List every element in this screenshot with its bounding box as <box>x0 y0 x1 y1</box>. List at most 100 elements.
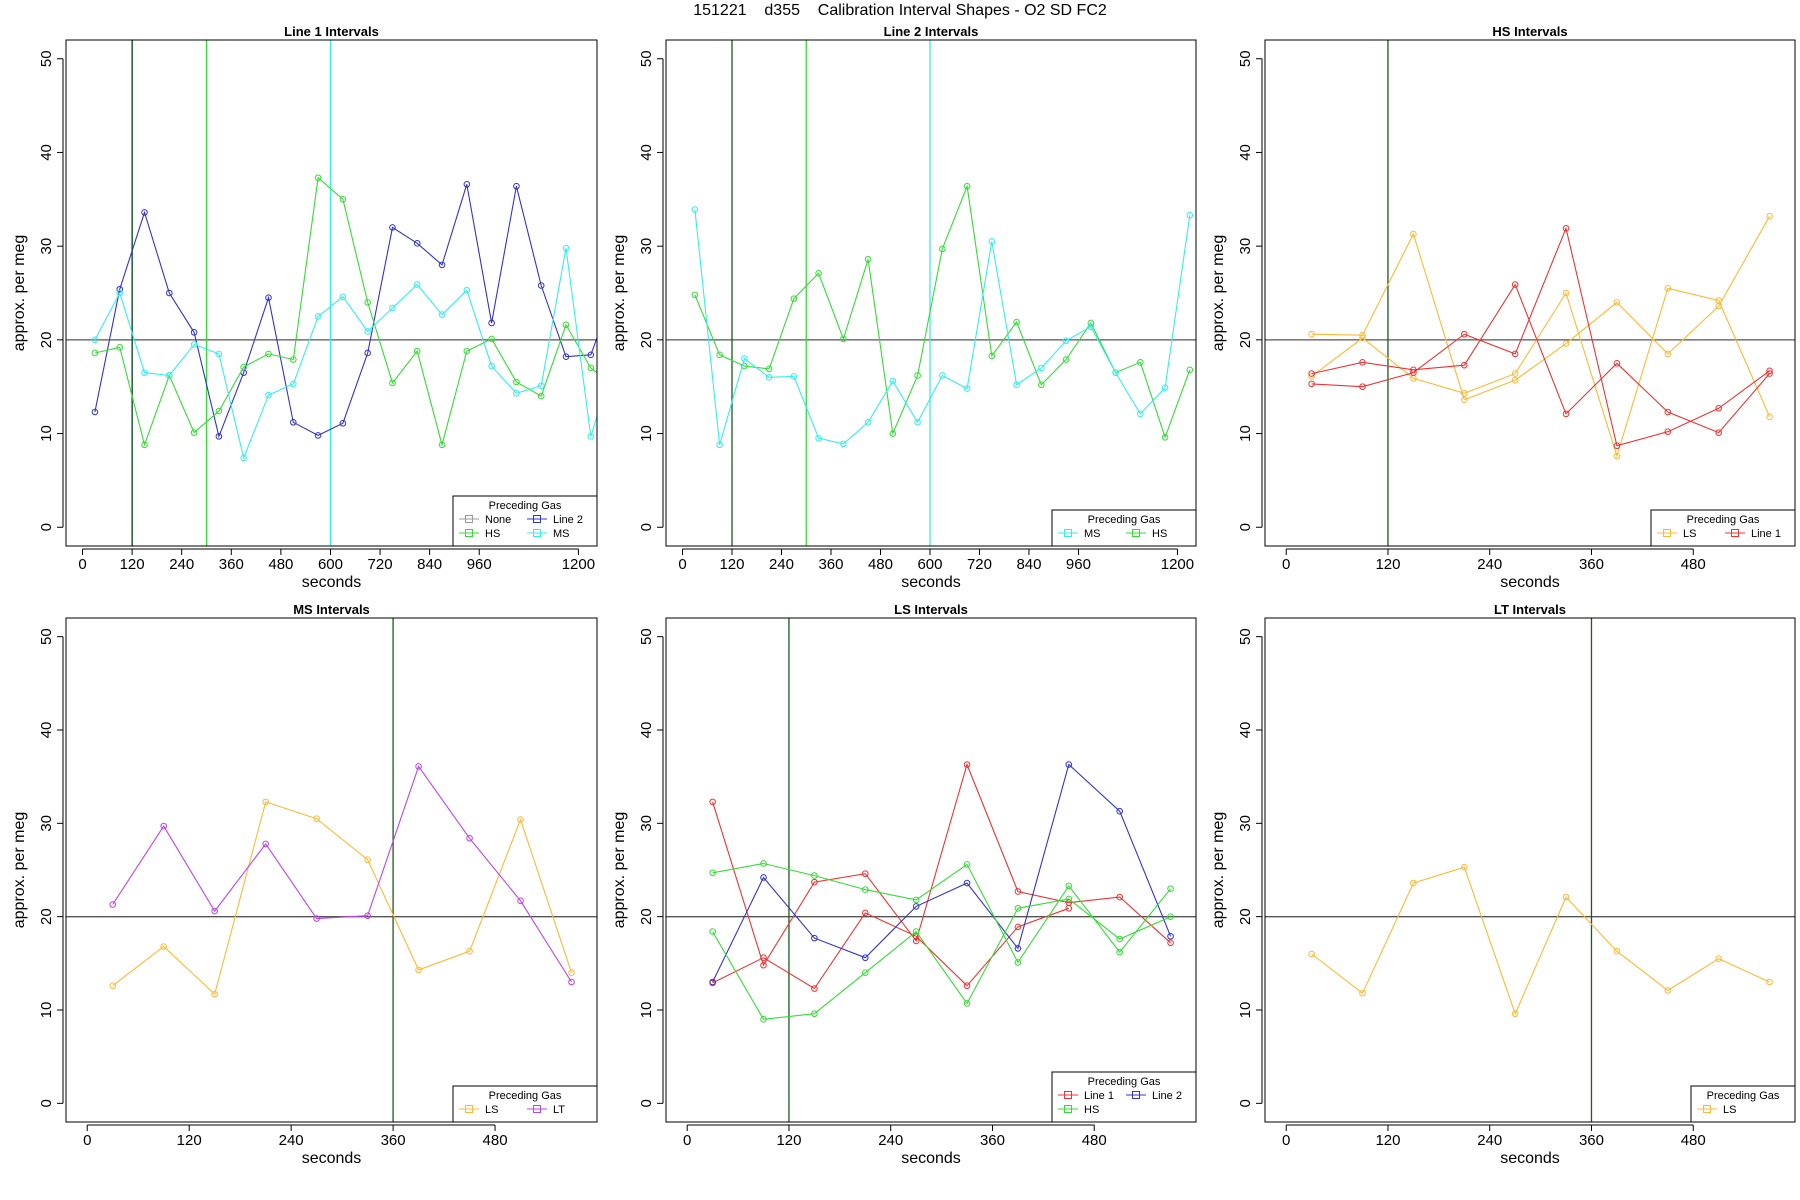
x-tick-label: 960 <box>467 556 492 573</box>
x-tick-label: 840 <box>1016 556 1041 573</box>
y-axis-label: approx. per meg <box>1210 812 1227 929</box>
data-point <box>1014 904 1022 912</box>
data-point <box>339 195 347 203</box>
y-tick-label: 10 <box>638 425 655 442</box>
data-point <box>568 969 575 976</box>
data-point <box>413 281 421 288</box>
legend-title: Preceding Gas <box>1088 514 1161 526</box>
data-point <box>1137 410 1144 418</box>
data-point <box>91 349 99 357</box>
y-tick-label: 40 <box>638 722 655 739</box>
data-point <box>963 182 971 190</box>
legend-title: Preceding Gas <box>489 1090 562 1102</box>
chart-title: MS Intervals <box>293 602 370 617</box>
x-tick-label: 120 <box>177 1132 202 1149</box>
data-point <box>463 286 471 294</box>
data-point <box>864 255 872 263</box>
data-point <box>709 869 716 877</box>
legend-entry-label: MS <box>1084 528 1101 540</box>
data-point <box>963 982 971 990</box>
x-tick-label: 960 <box>1066 556 1091 573</box>
data-point <box>1715 297 1722 304</box>
x-tick-label: 0 <box>1282 1132 1290 1149</box>
data-point <box>1613 442 1621 450</box>
plot-area <box>1265 618 1795 1122</box>
data-point <box>413 347 421 355</box>
data-point <box>1664 408 1672 416</box>
plot-area <box>666 618 1196 1122</box>
data-point <box>709 978 716 986</box>
plot-area <box>66 40 597 546</box>
x-tick-label: 360 <box>381 1132 406 1149</box>
data-point <box>389 304 396 312</box>
data-point <box>889 377 897 385</box>
y-tick-label: 20 <box>38 332 55 349</box>
y-tick-label: 50 <box>638 50 655 67</box>
y-tick-label: 50 <box>1237 50 1254 67</box>
plot-frame <box>1264 617 1796 1123</box>
x-tick-label: 600 <box>917 556 942 573</box>
data-point <box>466 834 473 842</box>
legend-box <box>1690 1085 1796 1123</box>
legend-entry-label: HS <box>485 528 500 540</box>
legend: Preceding Gas LS Line 1 <box>1650 509 1796 547</box>
data-point <box>889 430 897 437</box>
data-point <box>1186 366 1194 374</box>
plot-frame <box>1264 39 1796 547</box>
x-tick-label: 0 <box>78 556 86 573</box>
legend-swatch-marker <box>533 1105 541 1113</box>
data-point <box>1410 230 1417 238</box>
x-tick-label: 120 <box>120 556 145 573</box>
data-point <box>1116 935 1123 943</box>
series-line-1 <box>694 184 1191 439</box>
x-axis-label: seconds <box>302 574 362 591</box>
data-point <box>1167 913 1174 920</box>
plot-area <box>666 40 1196 546</box>
data-point <box>1664 428 1672 435</box>
data-point <box>1137 359 1144 366</box>
data-point <box>1715 955 1722 962</box>
data-point <box>517 897 524 905</box>
data-point <box>562 244 570 252</box>
plot-frame <box>665 617 1197 1123</box>
data-point <box>116 344 124 351</box>
legend: Preceding Gas None Line 2 HS MS <box>452 495 598 547</box>
y-tick-label: 0 <box>638 1099 655 1107</box>
data-point <box>1613 947 1621 955</box>
data-point <box>314 174 322 182</box>
data-point <box>1766 370 1773 377</box>
y-tick-label: 20 <box>638 332 655 349</box>
data-point <box>1664 285 1672 292</box>
data-point <box>141 209 148 216</box>
legend-swatch-marker <box>465 529 473 537</box>
data-point <box>811 872 818 879</box>
y-tick-label: 0 <box>38 523 55 531</box>
data-point <box>513 389 520 397</box>
data-point <box>760 954 767 962</box>
data-point <box>716 351 723 359</box>
y-axis-label: approx. per meg <box>611 812 628 929</box>
y-axis-label: approx. per meg <box>611 235 628 352</box>
chart-panel-4: MS Intervals 0 120 240 360 480 seconds 0 10 20 30 4… <box>11 602 598 1167</box>
data-point <box>160 822 168 830</box>
data-point <box>741 355 748 362</box>
data-point <box>1167 932 1174 940</box>
data-point <box>1511 350 1519 358</box>
legend-swatch-marker <box>465 515 473 523</box>
x-tick-label: 360 <box>219 556 244 573</box>
data-point <box>914 372 921 379</box>
legend-swatch-marker <box>1132 529 1140 537</box>
legend-entry-label: HS <box>1152 528 1167 540</box>
data-point <box>1562 289 1570 297</box>
data-point <box>963 761 971 768</box>
x-tick-label: 240 <box>169 556 194 573</box>
data-point <box>811 934 818 942</box>
data-point <box>939 245 946 253</box>
data-point <box>1511 376 1519 384</box>
data-point <box>1038 364 1045 372</box>
data-point <box>1460 361 1468 369</box>
chart-title: LS Intervals <box>894 602 968 617</box>
data-point <box>1511 1010 1519 1018</box>
data-point <box>488 335 495 343</box>
data-point <box>314 432 322 439</box>
